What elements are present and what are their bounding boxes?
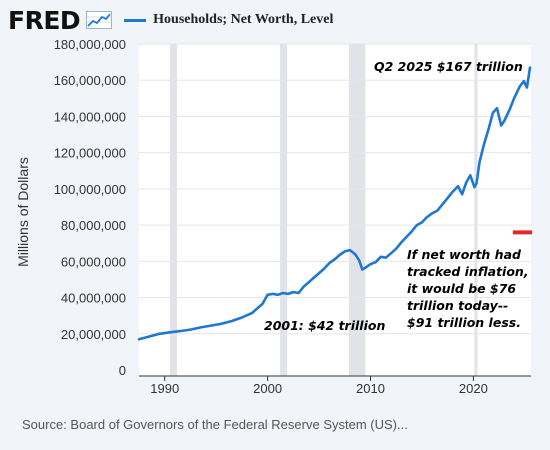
gridlines: [139, 43, 531, 335]
legend-swatch: [124, 18, 147, 22]
y-tick-label: 120,000,000: [54, 146, 126, 161]
y-tick-label: 160,000,000: [54, 73, 126, 88]
recession-band: [348, 44, 366, 376]
x-tick-label: 2000: [253, 381, 282, 396]
y-tick-label: 100,000,000: [54, 182, 126, 197]
x-axis-ticks: 1990 2000 2010 2020: [139, 375, 531, 396]
annotation-inflation-line: If net worth had: [407, 247, 521, 262]
plot-area: [139, 44, 531, 376]
y-tick-label: 140,000,000: [54, 109, 126, 124]
y-axis-label: Millions of Dollars: [15, 157, 31, 267]
annotation-2001-value: 2001: $42 trillion: [264, 318, 386, 333]
recession-shading: [169, 44, 478, 376]
recession-band: [169, 44, 178, 376]
y-tick-label: 60,000,000: [61, 254, 126, 269]
line-chart: 0 20,000,000 40,000,000 60,000,000 80,000,00…: [15, 37, 532, 396]
annotation-inflation-line: trillion today--: [407, 298, 509, 313]
series-lines: [137, 66, 532, 341]
y-tick-label: 20,000,000: [61, 327, 126, 342]
series-line: [137, 66, 532, 341]
chart-legend[interactable]: Households; Net Worth, Level: [124, 12, 333, 28]
y-tick-label: 80,000,000: [61, 218, 126, 233]
x-tick-label: 2020: [459, 381, 488, 396]
annotation-inflation-line: $91 trillion less.: [407, 315, 521, 330]
annotation-inflation: If net worth had tracked inflation, it w…: [407, 246, 529, 331]
recession-band: [474, 44, 478, 376]
recession-band: [279, 44, 288, 376]
y-tick-label: 40,000,000: [61, 291, 126, 306]
source-note[interactable]: Source: Board of Governors of the Federa…: [22, 417, 408, 432]
legend-label: Households; Net Worth, Level: [153, 12, 334, 27]
x-tick-label: 1990: [150, 381, 179, 396]
annotation-latest-value: Q2 2025 $167 trillion: [374, 59, 523, 74]
y-tick-label: 180,000,000: [54, 37, 126, 52]
x-tick-label: 2010: [356, 381, 385, 396]
y-axis-ticks: 0 20,000,000 40,000,000 60,000,000 80,000,00…: [54, 37, 126, 378]
annotation-inflation-line: tracked inflation,: [407, 264, 529, 279]
chart-header: FRED Households; Net Worth, Level: [8, 5, 333, 35]
annotation-inflation-line: it would be $76: [407, 281, 517, 296]
line-chart-icon: [86, 11, 113, 29]
fred-logo[interactable]: FRED: [8, 5, 81, 35]
y-tick-label: 0: [119, 363, 126, 378]
